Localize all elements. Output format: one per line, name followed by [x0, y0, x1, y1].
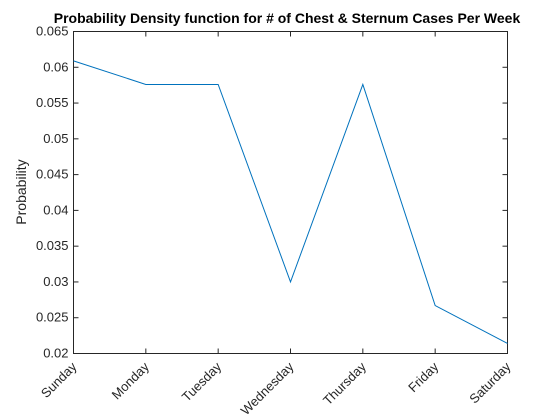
- y-tick-label: 0.06: [43, 59, 68, 74]
- chart-title: Probability Density function for # of Ch…: [54, 10, 521, 26]
- y-tick-label: 0.025: [36, 310, 69, 325]
- y-tick-label: 0.04: [43, 202, 68, 217]
- x-tick-labels: Sunday Monday Tuesday Wednesday Thursday Frid…: [38, 359, 514, 418]
- y-tick-label: 0.065: [36, 24, 69, 39]
- y-tick-labels: 0.02 0.025 0.03 0.035 0.04 0.045 0.05 0.055 0.06…: [36, 24, 69, 361]
- plot-area: [73, 31, 508, 354]
- y-tick-label: 0.05: [43, 131, 68, 146]
- axis-ticks: [73, 31, 508, 354]
- x-tick-label: Saturday: [466, 359, 514, 407]
- x-tick-label: Sunday: [38, 359, 80, 401]
- series-line-0: [73, 60, 508, 344]
- x-tick-label: Wednesday: [238, 359, 297, 418]
- y-tick-label: 0.02: [43, 346, 68, 361]
- y-axis-label: Probability: [13, 159, 29, 224]
- x-tick-label: Tuesday: [179, 359, 225, 405]
- x-tick-label: Thursday: [320, 359, 369, 408]
- series-group: [73, 60, 508, 344]
- x-tick-label: Monday: [109, 359, 153, 403]
- x-tick-label: Friday: [405, 359, 441, 395]
- y-tick-label: 0.045: [36, 167, 69, 182]
- y-tick-label: 0.035: [36, 238, 69, 253]
- y-tick-label: 0.03: [43, 274, 68, 289]
- y-tick-label: 0.055: [36, 95, 69, 110]
